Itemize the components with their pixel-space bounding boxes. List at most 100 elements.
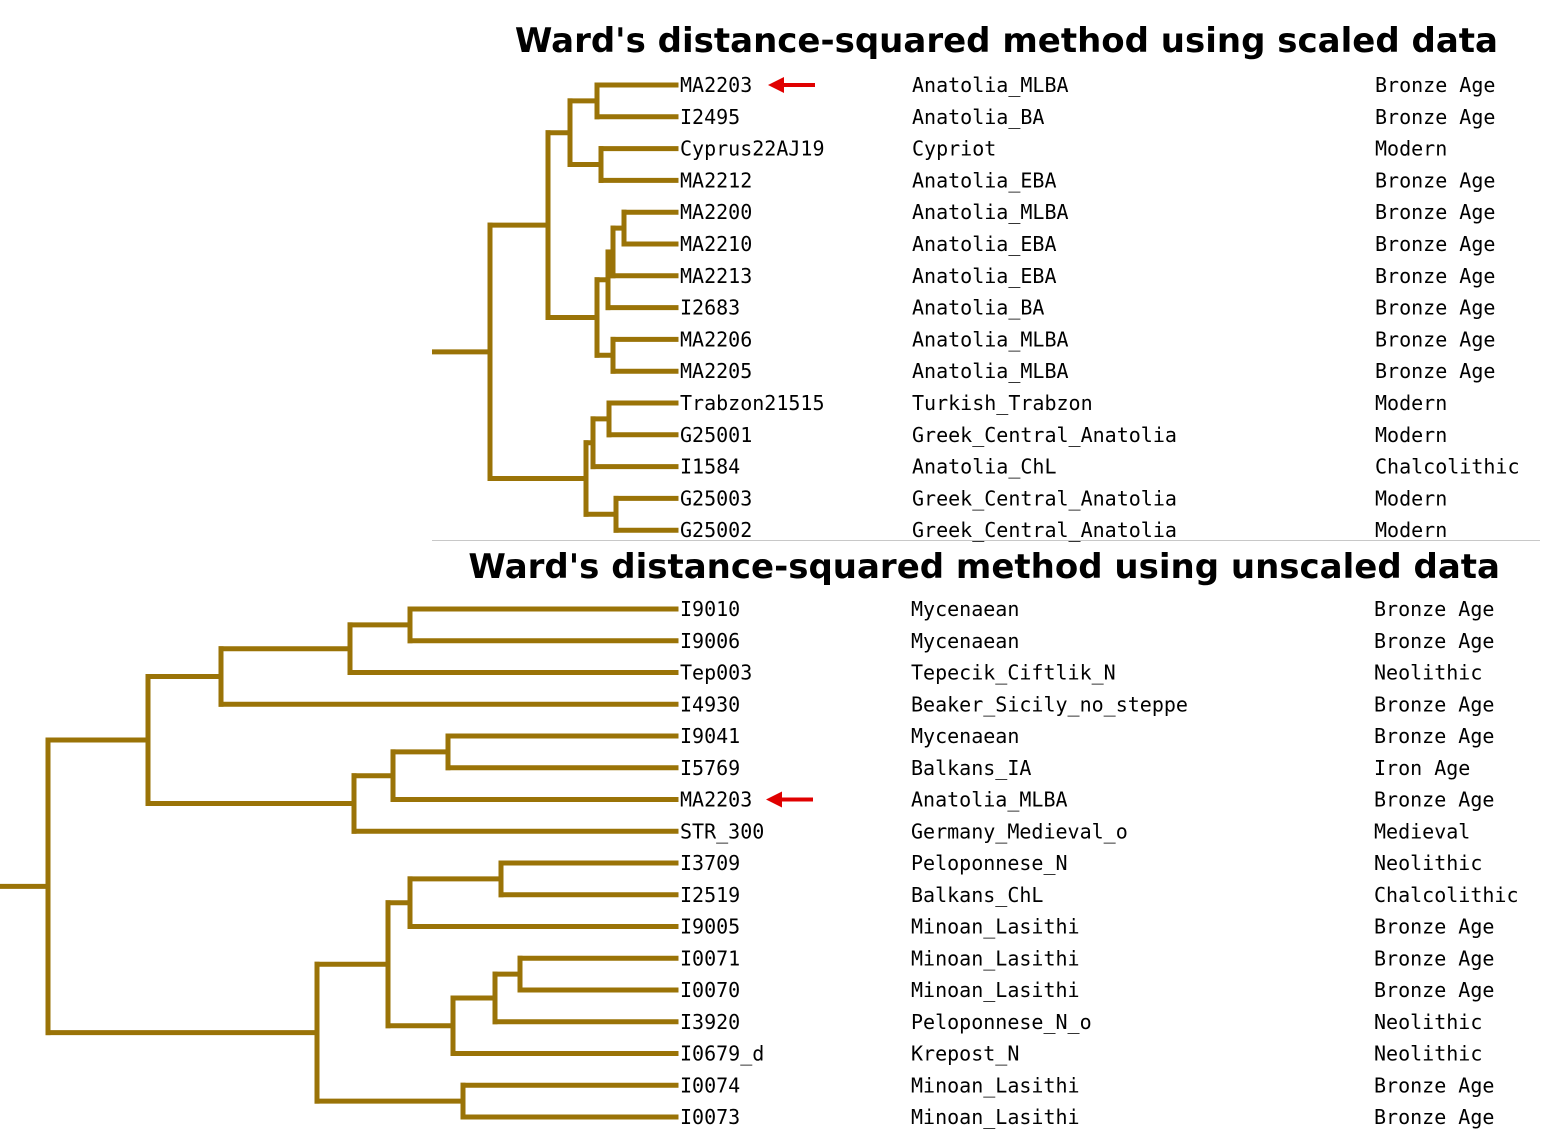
- population-label: Anatolia_EBA: [912, 168, 1057, 192]
- population-label: Mycenaean: [911, 724, 1019, 748]
- population-label: Minoan_Lasithi: [911, 978, 1080, 1002]
- sample-id-label: I2495: [680, 105, 740, 129]
- sample-id-label: I3920: [680, 1010, 740, 1034]
- population-label: Anatolia_EBA: [912, 232, 1057, 256]
- period-label: Modern: [1375, 391, 1447, 415]
- sample-id-label: I9010: [680, 597, 740, 621]
- population-label: Minoan_Lasithi: [911, 1073, 1080, 1097]
- period-label: Bronze Age: [1375, 296, 1495, 320]
- sample-id-label: Cyprus22AJ19: [680, 137, 825, 161]
- period-label: Modern: [1375, 486, 1447, 510]
- period-label: Modern: [1375, 137, 1447, 161]
- period-label: Bronze Age: [1374, 788, 1494, 812]
- period-label: Neolithic: [1374, 851, 1482, 875]
- population-label: Peloponnese_N_o: [911, 1010, 1092, 1034]
- period-label: Bronze Age: [1374, 978, 1494, 1002]
- period-label: Bronze Age: [1374, 597, 1494, 621]
- sample-id-label: MA2205: [680, 359, 752, 383]
- population-label: Germany_Medieval_o: [911, 819, 1128, 843]
- population-label: Anatolia_ChL: [912, 455, 1057, 479]
- population-label: Mycenaean: [911, 629, 1019, 653]
- sample-id-label: Tep003: [680, 661, 752, 685]
- sample-id-label: MA2212: [680, 168, 752, 192]
- sample-id-label: I9041: [680, 724, 740, 748]
- population-label: Mycenaean: [911, 597, 1019, 621]
- sample-id-label: MA2206: [680, 327, 752, 351]
- period-label: Iron Age: [1374, 756, 1470, 780]
- population-label: Minoan_Lasithi: [911, 1105, 1080, 1129]
- period-label: Bronze Age: [1374, 1073, 1494, 1097]
- sample-id-label: I0073: [680, 1105, 740, 1129]
- scaled-panel-title: Ward's distance-squared method using sca…: [514, 21, 1498, 61]
- population-label: Minoan_Lasithi: [911, 915, 1080, 939]
- unscaled-panel-title: Ward's distance-squared method using uns…: [468, 547, 1500, 587]
- period-label: Neolithic: [1374, 661, 1482, 685]
- population-label: Anatolia_MLBA: [912, 73, 1069, 97]
- period-label: Bronze Age: [1374, 915, 1494, 939]
- period-label: Bronze Age: [1374, 1105, 1494, 1129]
- population-label: Cypriot: [912, 137, 996, 161]
- period-label: Bronze Age: [1375, 232, 1495, 256]
- sample-id-label: MA2213: [680, 264, 752, 288]
- sample-id-label: I5769: [680, 756, 740, 780]
- sample-id-label: G25003: [680, 486, 752, 510]
- highlight-arrowhead-icon: [766, 791, 782, 808]
- sample-id-label: I0074: [680, 1073, 740, 1097]
- population-label: Tepecik_Ciftlik_N: [911, 661, 1116, 685]
- sample-id-label: I0679_d: [680, 1042, 764, 1066]
- sample-id-label: G25001: [680, 423, 752, 447]
- sample-id-label: I9006: [680, 629, 740, 653]
- sample-id-label: I2683: [680, 296, 740, 320]
- sample-id-label: I0070: [680, 978, 740, 1002]
- sample-id-label: I1584: [680, 455, 740, 479]
- period-label: Bronze Age: [1375, 327, 1495, 351]
- population-label: Anatolia_MLBA: [912, 200, 1069, 224]
- period-label: Bronze Age: [1374, 629, 1494, 653]
- population-label: Greek_Central_Anatolia: [912, 423, 1177, 447]
- population-label: Balkans_IA: [911, 756, 1031, 780]
- period-label: Bronze Age: [1374, 692, 1494, 716]
- population-label: Greek_Central_Anatolia: [912, 486, 1177, 510]
- period-label: Bronze Age: [1374, 724, 1494, 748]
- population-label: Minoan_Lasithi: [911, 946, 1080, 970]
- population-label: Turkish_Trabzon: [912, 391, 1093, 415]
- highlight-arrowhead-icon: [768, 77, 784, 93]
- population-label: Anatolia_MLBA: [912, 327, 1069, 351]
- period-label: Bronze Age: [1375, 105, 1495, 129]
- population-label: Peloponnese_N: [911, 851, 1068, 875]
- sample-id-label: I0071: [680, 946, 740, 970]
- population-label: Balkans_ChL: [911, 883, 1043, 907]
- sample-id-label: MA2200: [680, 200, 752, 224]
- sample-id-label: Trabzon21515: [680, 391, 825, 415]
- period-label: Modern: [1375, 423, 1447, 447]
- sample-id-label: MA2203: [680, 73, 752, 97]
- sample-id-label: MA2210: [680, 232, 752, 256]
- sample-id-label: I3709: [680, 851, 740, 875]
- period-label: Modern: [1375, 518, 1447, 542]
- population-label: Greek_Central_Anatolia: [912, 518, 1177, 542]
- sample-id-label: G25002: [680, 518, 752, 542]
- period-label: Bronze Age: [1375, 359, 1495, 383]
- population-label: Krepost_N: [911, 1042, 1019, 1066]
- panel-divider: [432, 540, 1540, 541]
- period-label: Bronze Age: [1375, 200, 1495, 224]
- period-label: Neolithic: [1374, 1042, 1482, 1066]
- population-label: Anatolia_BA: [912, 296, 1044, 320]
- period-label: Bronze Age: [1375, 168, 1495, 192]
- population-label: Anatolia_MLBA: [911, 788, 1068, 812]
- sample-id-label: STR_300: [680, 819, 764, 843]
- period-label: Bronze Age: [1375, 73, 1495, 97]
- population-label: Anatolia_BA: [912, 105, 1044, 129]
- period-label: Bronze Age: [1374, 946, 1494, 970]
- sample-id-label: I9005: [680, 915, 740, 939]
- period-label: Chalcolithic: [1375, 455, 1520, 479]
- period-label: Bronze Age: [1375, 264, 1495, 288]
- population-label: Anatolia_EBA: [912, 264, 1057, 288]
- period-label: Chalcolithic: [1374, 883, 1519, 907]
- population-label: Beaker_Sicily_no_steppe: [911, 692, 1188, 716]
- sample-id-label: I4930: [680, 692, 740, 716]
- population-label: Anatolia_MLBA: [912, 359, 1069, 383]
- sample-id-label: MA2203: [680, 788, 752, 812]
